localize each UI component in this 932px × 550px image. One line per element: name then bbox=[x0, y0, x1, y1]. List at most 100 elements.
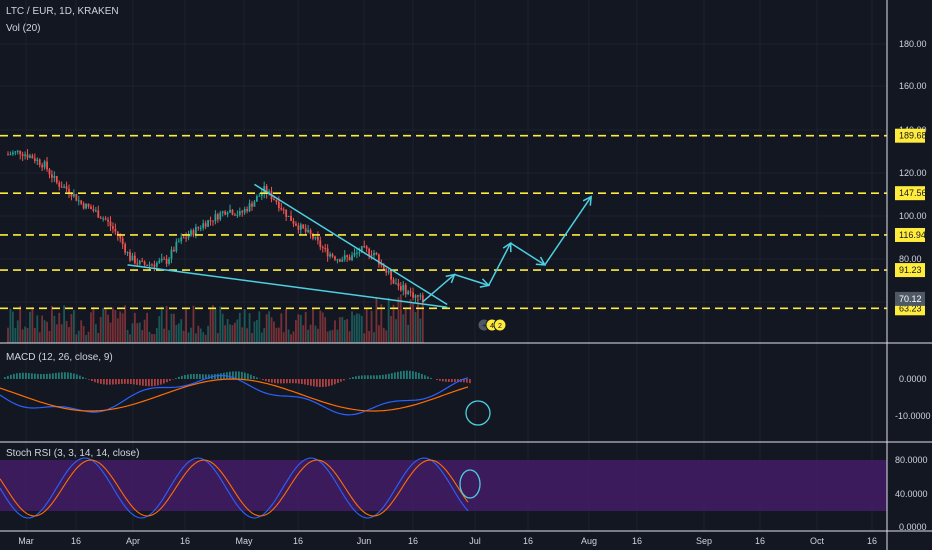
macd-histogram-bar bbox=[139, 379, 141, 386]
volume-bar bbox=[173, 313, 175, 343]
volume-bar bbox=[390, 315, 392, 343]
level-price-tag bbox=[895, 186, 925, 201]
macd-histogram-bar bbox=[349, 377, 351, 379]
candle-body bbox=[241, 211, 244, 213]
candle-body bbox=[173, 249, 175, 252]
macd-histogram-bar bbox=[91, 379, 93, 382]
candle-body bbox=[72, 193, 75, 197]
volume-bar bbox=[24, 326, 26, 343]
volume-bar bbox=[80, 320, 83, 343]
candle-body bbox=[24, 154, 26, 156]
macd-histogram-bar bbox=[385, 374, 387, 379]
candle-body bbox=[273, 199, 275, 201]
volume-bar bbox=[365, 307, 368, 343]
candle-body bbox=[312, 234, 314, 239]
candle-body bbox=[97, 210, 100, 218]
volume-bar bbox=[77, 330, 80, 343]
candle-body bbox=[126, 252, 129, 254]
candle-body bbox=[138, 260, 141, 264]
volume-bar bbox=[260, 332, 263, 343]
volume-indicator-label[interactable]: Vol (20) bbox=[6, 23, 41, 34]
volume-bar bbox=[160, 306, 163, 343]
volume-bar bbox=[58, 312, 61, 343]
volume-bar bbox=[312, 307, 314, 343]
candle-body bbox=[77, 200, 80, 202]
macd-histogram-bar bbox=[463, 379, 465, 383]
price-axis[interactable]: 180.00160.00140.00120.00100.0080.0060.00… bbox=[895, 39, 927, 316]
price-candles bbox=[7, 149, 424, 304]
candle-body bbox=[158, 260, 161, 263]
volume-bar bbox=[114, 310, 117, 343]
event-badges[interactable]: +4 2 bbox=[477, 318, 507, 332]
macd-histogram-bar bbox=[466, 379, 468, 383]
volume-bar bbox=[412, 302, 414, 343]
volume-bar bbox=[382, 327, 385, 343]
volume-bar bbox=[238, 312, 241, 343]
signal-line bbox=[0, 378, 469, 412]
candle-body bbox=[392, 279, 395, 284]
volume-bar bbox=[41, 315, 44, 343]
volume-bar bbox=[85, 334, 87, 343]
volume-bar bbox=[94, 324, 97, 343]
volume-bar bbox=[309, 324, 312, 343]
macd-histogram-bar bbox=[97, 379, 99, 384]
stoch-rsi-indicator-label[interactable]: Stoch RSI (3, 3, 14, 14, close) bbox=[6, 448, 140, 459]
volume-bar bbox=[368, 330, 371, 343]
macd-histogram-bar bbox=[151, 379, 153, 387]
projection-segment bbox=[510, 242, 546, 266]
macd-histogram-bar bbox=[193, 373, 195, 379]
candle-body bbox=[360, 245, 363, 253]
candle-body bbox=[409, 291, 412, 293]
macd-histogram-bar bbox=[430, 377, 432, 379]
candle-body bbox=[214, 214, 217, 222]
macd-histogram-bar bbox=[292, 379, 294, 384]
candle-body bbox=[175, 241, 178, 252]
macd-histogram-bar bbox=[73, 373, 75, 379]
volume-bar bbox=[419, 318, 422, 343]
candle-body bbox=[404, 284, 407, 295]
volume-bar bbox=[248, 313, 251, 343]
candle-body bbox=[304, 228, 307, 232]
macd-histogram-bar bbox=[142, 379, 144, 386]
volume-bar bbox=[297, 314, 300, 343]
candle-body bbox=[112, 226, 114, 229]
candle-body bbox=[219, 212, 222, 220]
macd-histogram-bar bbox=[115, 379, 117, 385]
candle-body bbox=[109, 221, 112, 227]
macd-histogram-bar bbox=[34, 373, 36, 379]
volume-bar bbox=[133, 312, 136, 343]
macd-histogram-bar bbox=[79, 375, 81, 379]
volume-bar bbox=[216, 333, 219, 343]
time-axis[interactable]: Mar 16 Apr 16 May 16 Jun 16 Jul 16 Aug 16 Sep 16 Oct 16 bbox=[18, 536, 877, 546]
candle-body bbox=[385, 269, 388, 273]
macd-histogram-bar bbox=[448, 379, 450, 382]
symbol-title[interactable]: LTC / EUR, 1D, KRAKEN bbox=[6, 6, 119, 17]
macd-histogram-bar bbox=[313, 379, 315, 387]
time-tick-label: Mar bbox=[18, 536, 34, 546]
candle-body bbox=[14, 151, 17, 153]
volume-bar bbox=[177, 323, 180, 343]
candle-body bbox=[31, 155, 34, 159]
volume-bar bbox=[236, 319, 239, 343]
time-tick-label: 16 bbox=[293, 536, 303, 546]
price-tick-label: 160.00 bbox=[899, 81, 927, 91]
volume-bar bbox=[399, 294, 402, 343]
macd-histogram-bar bbox=[253, 376, 255, 379]
macd-histogram-bar bbox=[277, 379, 279, 384]
macd-histogram-bar bbox=[271, 379, 273, 383]
volume-bar bbox=[285, 308, 288, 343]
projection-arrows bbox=[422, 195, 593, 303]
macd-histogram-bar bbox=[235, 371, 237, 379]
macd-histogram-bar bbox=[421, 373, 423, 379]
candle-body bbox=[351, 255, 353, 261]
candle-body bbox=[104, 218, 107, 220]
candle-body bbox=[314, 236, 317, 239]
volume-bar bbox=[343, 319, 346, 343]
candle-body bbox=[163, 258, 166, 260]
candle-body bbox=[29, 155, 31, 158]
macd-indicator-label[interactable]: MACD (12, 26, close, 9) bbox=[6, 352, 113, 363]
volume-bar bbox=[194, 333, 197, 343]
macd-histogram-bar bbox=[337, 379, 339, 384]
macd-histogram-bar bbox=[175, 378, 177, 379]
